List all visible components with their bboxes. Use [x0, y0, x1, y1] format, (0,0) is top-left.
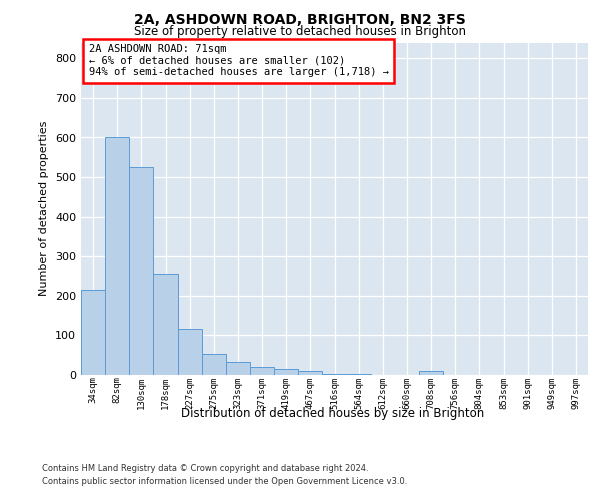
- Bar: [202, 354, 226, 375]
- Text: Size of property relative to detached houses in Brighton: Size of property relative to detached ho…: [134, 25, 466, 38]
- Bar: [154, 274, 178, 375]
- Bar: [419, 372, 443, 375]
- Bar: [226, 362, 250, 375]
- Bar: [105, 138, 129, 375]
- Bar: [178, 328, 202, 375]
- Bar: [250, 367, 274, 375]
- Y-axis label: Number of detached properties: Number of detached properties: [40, 121, 49, 296]
- Bar: [347, 374, 371, 375]
- Bar: [322, 374, 347, 375]
- Bar: [81, 290, 105, 375]
- Bar: [298, 370, 322, 375]
- Text: Contains public sector information licensed under the Open Government Licence v3: Contains public sector information licen…: [42, 478, 407, 486]
- Text: Contains HM Land Registry data © Crown copyright and database right 2024.: Contains HM Land Registry data © Crown c…: [42, 464, 368, 473]
- Text: 2A ASHDOWN ROAD: 71sqm
← 6% of detached houses are smaller (102)
94% of semi-det: 2A ASHDOWN ROAD: 71sqm ← 6% of detached …: [89, 44, 389, 78]
- Bar: [129, 167, 154, 375]
- Text: 2A, ASHDOWN ROAD, BRIGHTON, BN2 3FS: 2A, ASHDOWN ROAD, BRIGHTON, BN2 3FS: [134, 12, 466, 26]
- Text: Distribution of detached houses by size in Brighton: Distribution of detached houses by size …: [181, 408, 485, 420]
- Bar: [274, 368, 298, 375]
